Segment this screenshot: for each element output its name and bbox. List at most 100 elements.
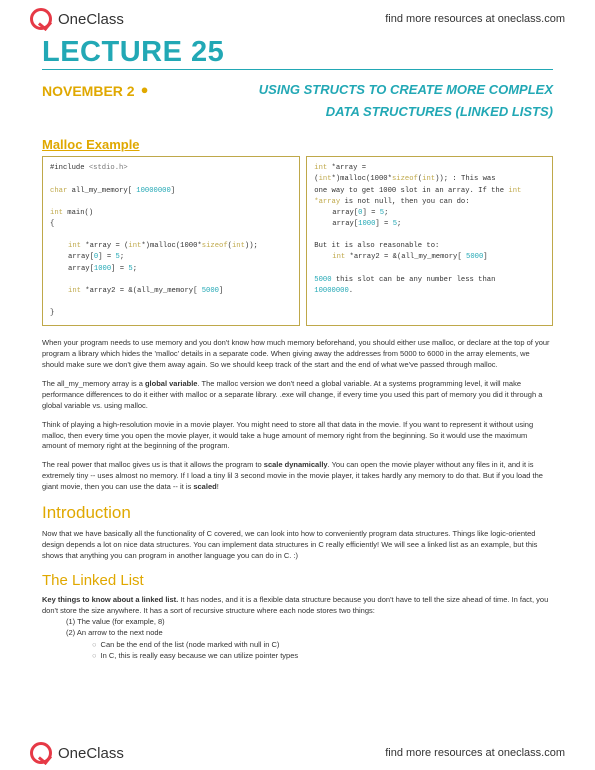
code-text: ] =	[362, 209, 379, 217]
para-text: The all_my_memory array is a	[42, 379, 145, 388]
brand-logo: OneClass	[30, 8, 124, 30]
para-intro: Now that we have basically all the funct…	[42, 529, 553, 562]
code-text: this slot can be any number less than	[332, 276, 496, 284]
code-kw: int	[314, 164, 327, 172]
resources-link[interactable]: find more resources at oneclass.com	[385, 13, 565, 25]
code-text: #include	[50, 164, 89, 172]
malloc-heading: Malloc Example	[42, 137, 553, 152]
sublist-text: In C, this is really easy because we can…	[101, 651, 299, 660]
resources-link-footer[interactable]: find more resources at oneclass.com	[385, 747, 565, 759]
code-text: *array2 = &(all_my_memory[	[345, 253, 466, 261]
code-num: 10000000	[136, 187, 171, 195]
list-item-2: (2) An arrow to the next node	[66, 627, 553, 638]
circle-bullet-icon: ○	[92, 651, 97, 660]
code-text: array[	[332, 220, 358, 228]
circle-bullet-icon: ○	[92, 640, 97, 649]
code-kw: int	[319, 175, 332, 183]
intro-paragraph: Now that we have basically all the funct…	[42, 529, 553, 562]
code-num: 1000	[94, 265, 111, 273]
code-kw: int	[68, 287, 81, 295]
subtitle-line-1: USING STRUCTS TO CREATE MORE COMPLEX	[154, 80, 553, 102]
code-text: *)malloc(1000*	[332, 175, 392, 183]
code-kw: *array	[314, 198, 340, 206]
code-kw: int	[68, 242, 81, 250]
code-text: all_my_memory[	[67, 187, 136, 195]
code-text: ]	[171, 187, 175, 195]
code-box-left: #include <stdio.h> char all_my_memory[ 1…	[42, 156, 300, 326]
code-text: array[	[68, 253, 94, 261]
linked-list-heading: The Linked List	[42, 572, 553, 589]
lead-bold: Key things to know about a linked list.	[42, 595, 178, 604]
code-text: array[	[332, 209, 358, 217]
code-text: *array2 = &(all_my_memory[	[81, 287, 202, 295]
code-text: {	[50, 219, 292, 230]
code-text: ]	[219, 287, 223, 295]
code-text: ] =	[375, 220, 392, 228]
code-num: 1000	[358, 220, 375, 228]
code-text: *array = (	[81, 242, 128, 250]
code-kw: sizeof	[202, 242, 228, 250]
bullet-dot: ●	[141, 80, 149, 102]
para-3: Think of playing a high-resolution movie…	[42, 420, 553, 453]
sub-item-1: ○ Can be the end of the list (node marked…	[92, 639, 553, 650]
code-num: 5000	[202, 287, 219, 295]
para-text: The real power that malloc gives us is t…	[42, 460, 264, 469]
code-box-right: int *array = (int*)malloc(1000*sizeof(in…	[306, 156, 553, 326]
para-2: The all_my_memory array is a global vari…	[42, 379, 553, 412]
code-text: }	[50, 308, 292, 319]
brand-name: OneClass	[58, 11, 124, 28]
code-text: *)malloc(1000*	[141, 242, 201, 250]
brand-icon	[30, 742, 52, 764]
para-1: When your program needs to use memory an…	[42, 338, 553, 371]
sublist-text: Can be the end of the list (node marked …	[101, 640, 280, 649]
code-examples: #include <stdio.h> char all_my_memory[ 1…	[42, 156, 553, 326]
list-item-1: (1) The value (for example, 8)	[66, 616, 553, 627]
code-kw: sizeof	[392, 175, 418, 183]
page-content: LECTURE 25 NOVEMBER 2 ● USING STRUCTS TO…	[0, 38, 595, 661]
code-text: *array =	[327, 164, 366, 172]
code-num: 5000	[314, 276, 331, 284]
code-text: main()	[63, 209, 93, 217]
header-bar: OneClass find more resources at oneclass…	[0, 0, 595, 38]
code-kw: int	[508, 187, 521, 195]
code-text: But it is also reasonable to:	[314, 241, 545, 252]
code-num: 10000000	[314, 287, 349, 295]
para-text: !	[217, 482, 219, 491]
linked-list-lead: Key things to know about a linked list. …	[42, 594, 553, 617]
code-kw: int	[128, 242, 141, 250]
code-text: : This was	[448, 175, 495, 183]
code-text: ;	[120, 253, 124, 261]
brand-logo-footer: OneClass	[30, 742, 124, 764]
para-bold: scale dynamically	[264, 460, 328, 469]
sub-item-2: ○ In C, this is really easy because we ca…	[92, 650, 553, 661]
code-text: ;	[397, 220, 401, 228]
code-text: ));	[435, 175, 448, 183]
code-text: ;	[133, 265, 137, 273]
code-text: one way to get 1000 slot in an array. If…	[314, 187, 508, 195]
subtitle-line-2: DATA STRUCTURES (LINKED LISTS)	[42, 102, 553, 123]
code-text: ] =	[111, 265, 128, 273]
para-bold: scaled	[193, 482, 216, 491]
code-text: array[	[68, 265, 94, 273]
code-kw: int	[232, 242, 245, 250]
code-text: ;	[384, 209, 388, 217]
lecture-date: NOVEMBER 2	[42, 80, 135, 102]
code-num: 5000	[466, 253, 483, 261]
code-text: ]	[483, 253, 487, 261]
code-text: is not null, then you can do:	[340, 198, 469, 206]
body-paragraphs: When your program needs to use memory an…	[42, 338, 553, 493]
footer-bar: OneClass find more resources at oneclass…	[0, 742, 595, 764]
para-4: The real power that malloc gives us is t…	[42, 460, 553, 493]
para-bold: global variable	[145, 379, 198, 388]
code-kw: int	[50, 209, 63, 217]
code-kw: int	[332, 253, 345, 261]
code-kw: int	[422, 175, 435, 183]
code-text: ));	[245, 242, 258, 250]
code-text: ] =	[98, 253, 115, 261]
lecture-title: LECTURE 25	[42, 36, 553, 70]
brand-icon	[30, 8, 52, 30]
introduction-heading: Introduction	[42, 503, 553, 523]
code-include: <stdio.h>	[89, 164, 128, 172]
code-kw: char	[50, 187, 67, 195]
code-text: .	[349, 287, 353, 295]
